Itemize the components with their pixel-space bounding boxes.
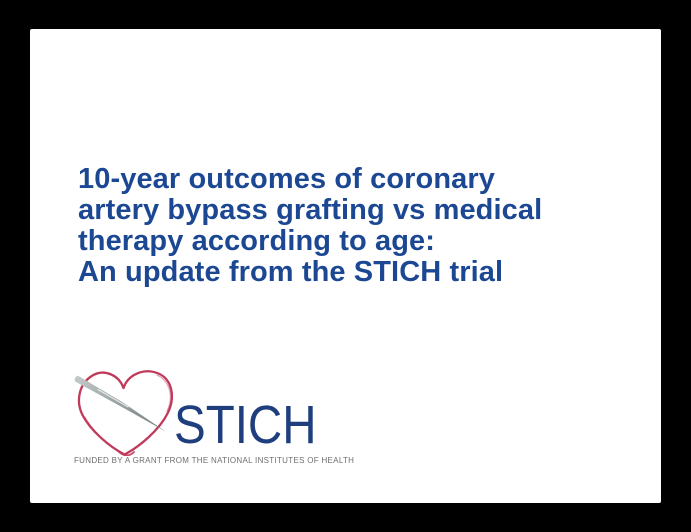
title-line-1: 10-year outcomes of coronary: [78, 163, 495, 195]
slide-title: 10-year outcomes of coronary artery bypa…: [78, 164, 618, 288]
title-line-3: therapy according to age:: [78, 225, 436, 257]
stich-logo: STICH FUNDED BY A GRANT FROM THE NATIONA…: [73, 368, 363, 480]
title-line-4: An update from the STICH trial: [78, 256, 504, 288]
title-line-2: artery bypass grafting vs medical: [78, 194, 543, 226]
heart-needle-icon: [74, 370, 173, 456]
stich-wordmark: STICH: [174, 395, 317, 455]
slide: 10-year outcomes of coronary artery bypa…: [30, 29, 661, 503]
funded-tagline: FUNDED BY A GRANT FROM THE NATIONAL INST…: [74, 456, 355, 465]
